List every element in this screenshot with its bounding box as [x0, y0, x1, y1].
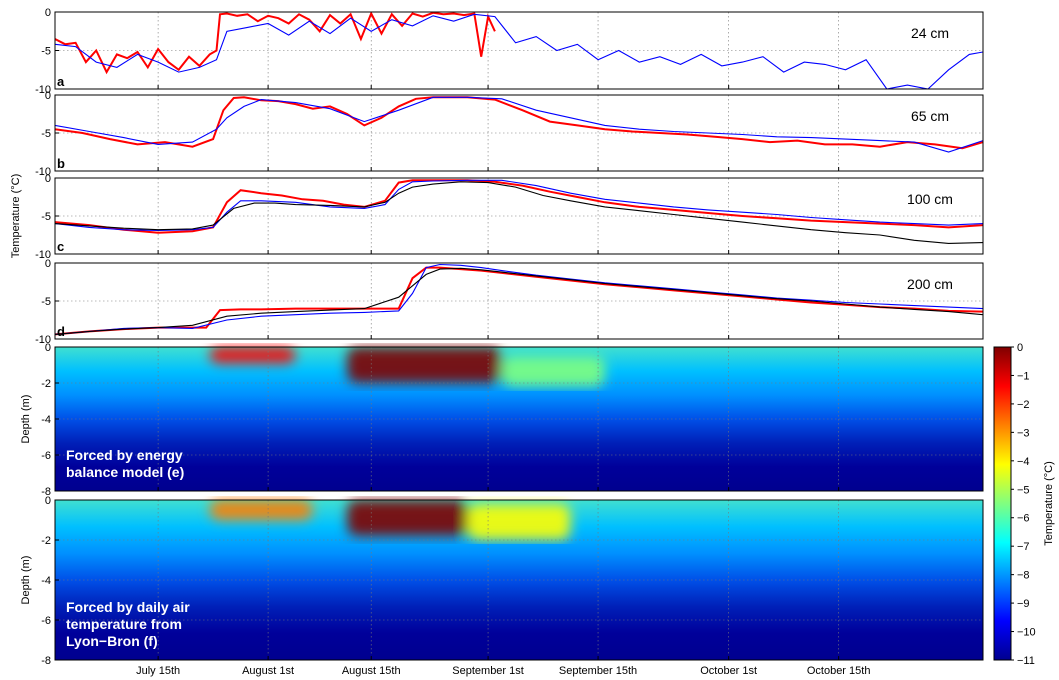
y-tick-label: 0: [45, 7, 51, 19]
y-axis-label: Temperature (°C): [10, 174, 22, 258]
y-tick-label: -6: [41, 615, 51, 627]
series-line: [55, 12, 496, 75]
x-tick-label: August 1st: [242, 665, 294, 677]
annotation-line: Forced by daily air: [66, 599, 190, 615]
series-line: [55, 179, 983, 231]
panel-c: 0 -5 -10 c 100 cm: [35, 173, 984, 261]
depth-label: 24 cm: [911, 25, 949, 41]
colorbar-label: Temperature (°C): [1043, 461, 1055, 545]
panels-layer: 0 -5 -10 a 24 cm 0 -5 -10 b 65 cm 0 -5 -10 c 100 cm 0 -5…: [20, 7, 984, 677]
y-tick-label: 0: [45, 173, 51, 185]
x-tick-label: October 1st: [700, 665, 757, 677]
y-tick-label: -5: [41, 128, 51, 140]
y-tick-label: -2: [41, 378, 51, 390]
warm-zone: [209, 500, 313, 520]
colorbar-tick-label: −4: [1017, 456, 1030, 468]
y-tick-label: -4: [41, 575, 51, 587]
y-tick-label: -8: [41, 655, 51, 667]
y-tick-label: -10: [35, 166, 51, 178]
grid: [55, 500, 983, 660]
y-tick-label: 0: [45, 342, 51, 354]
series-line: [55, 263, 983, 335]
panel-f: 0 -2 -4 -6 -8 Depth (m) Forced by daily airtem…: [20, 495, 984, 667]
warm-zone: [347, 500, 468, 536]
warm-zone: [209, 347, 296, 364]
warm-zones: [209, 500, 571, 540]
y-tick-label: -10: [35, 84, 51, 96]
panel-e: 0 -2 -4 -6 -8 Depth (m) Forced by energybalanc…: [20, 342, 984, 498]
y-tick-label: -8: [41, 486, 51, 498]
depth-label: 65 cm: [911, 108, 949, 124]
grid: [55, 12, 983, 89]
annotation-line: temperature from: [66, 616, 182, 632]
series-line: [55, 181, 983, 244]
warm-zone: [347, 347, 502, 383]
colorbar-tick-label: −8: [1017, 570, 1030, 582]
y-tick-label: 0: [45, 258, 51, 270]
annotation-line: Forced by energy: [66, 447, 183, 463]
x-tick-label: August 15th: [342, 665, 401, 677]
y-tick-label: -6: [41, 450, 51, 462]
series-group: [55, 12, 983, 89]
warm-zone: [467, 504, 571, 540]
panel-b: 0 -5 -10 b 65 cm: [35, 90, 984, 178]
series-group: [55, 263, 983, 336]
x-tick-label: September 1st: [452, 665, 524, 677]
colorbar-tick-label: −7: [1017, 541, 1030, 553]
colorbar-tick-label: −5: [1017, 484, 1030, 496]
y-tick-label: -10: [35, 334, 51, 346]
colorbar: 0 −1 −2 −3 −4 −5 −6 −7 −8 −9 −10 −11 Temperature (°C…: [993, 342, 1055, 667]
warm-zone: [501, 356, 605, 387]
colorbar-gradient: [993, 346, 1012, 661]
grid: [55, 347, 983, 491]
x-tick-label: July 15th: [136, 665, 180, 677]
y-tick-label: -10: [35, 249, 51, 261]
colorbar-tick-label: 0: [1017, 342, 1023, 354]
x-tick-label: September 15th: [559, 665, 637, 677]
series-group: [55, 96, 983, 153]
y-tick-label: -5: [41, 296, 51, 308]
y-tick-label: -4: [41, 414, 51, 426]
colorbar-tick-label: −10: [1017, 627, 1036, 639]
panel-label: a: [57, 74, 65, 89]
colorbar-tick-label: −9: [1017, 598, 1030, 610]
panel-label: b: [57, 156, 65, 171]
series-line: [55, 266, 983, 336]
y-tick-label: 0: [45, 495, 51, 507]
panel-label: c: [57, 239, 64, 254]
y-tick-label: 0: [45, 90, 51, 102]
warm-zones: [209, 347, 605, 387]
grid: [55, 178, 983, 254]
annotation-line: Lyon−Bron (f): [66, 633, 158, 649]
depth-label: 200 cm: [907, 276, 953, 292]
annotation-line: balance model (e): [66, 464, 184, 480]
depth-axis-label: Depth (m): [20, 556, 32, 605]
x-tick-label: October 15th: [807, 665, 871, 677]
grid: [55, 95, 983, 171]
colorbar-tick-label: −1: [1017, 370, 1030, 382]
panel-label: d: [57, 324, 65, 339]
series-line: [55, 179, 983, 234]
y-tick-label: -5: [41, 46, 51, 58]
panel-d: 0 -5 -10 d 200 cm: [35, 258, 984, 346]
y-tick-label: -2: [41, 535, 51, 547]
colorbar-tick-label: −11: [1017, 655, 1035, 667]
y-tick-label: -5: [41, 211, 51, 223]
series-group: [55, 179, 983, 244]
colorbar-tick-label: −2: [1017, 399, 1030, 411]
panel-a: 0 -5 -10 a 24 cm: [35, 7, 984, 96]
colorbar-tick-label: −6: [1017, 513, 1030, 525]
colorbar-tick-label: −3: [1017, 427, 1030, 439]
series-line: [55, 13, 983, 89]
series-line: [55, 267, 983, 335]
depth-label: 100 cm: [907, 191, 953, 207]
depth-axis-label: Depth (m): [20, 395, 32, 444]
series-line: [55, 96, 983, 153]
